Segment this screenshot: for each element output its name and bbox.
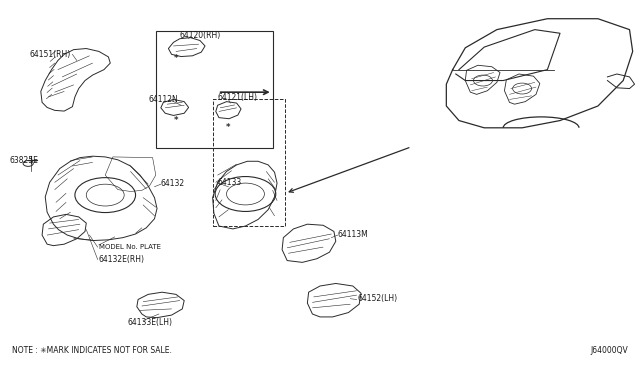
Text: 64120(RH): 64120(RH) [180, 31, 221, 39]
Text: MODEL No. PLATE: MODEL No. PLATE [99, 244, 161, 250]
Text: 64112N: 64112N [148, 95, 178, 104]
Text: 64113M: 64113M [338, 230, 369, 238]
Bar [212, 99, 285, 226]
Text: 64133: 64133 [218, 178, 242, 187]
Text: 64132E(RH): 64132E(RH) [99, 255, 145, 264]
Text: J64000QV: J64000QV [591, 346, 628, 355]
Text: NOTE : ✳MARK INDICATES NOT FOR SALE.: NOTE : ✳MARK INDICATES NOT FOR SALE. [12, 346, 172, 355]
Bar [156, 32, 273, 148]
Text: 64132: 64132 [161, 179, 185, 187]
Text: *: * [226, 123, 230, 132]
Text: 63825E: 63825E [9, 156, 38, 165]
Text: 64151(RH): 64151(RH) [29, 50, 70, 59]
Text: *: * [173, 54, 178, 63]
Text: 64152(LH): 64152(LH) [358, 294, 398, 302]
Text: *: * [173, 116, 178, 125]
Text: 64133E(LH): 64133E(LH) [127, 318, 172, 327]
Text: 64121(LH): 64121(LH) [218, 93, 258, 103]
